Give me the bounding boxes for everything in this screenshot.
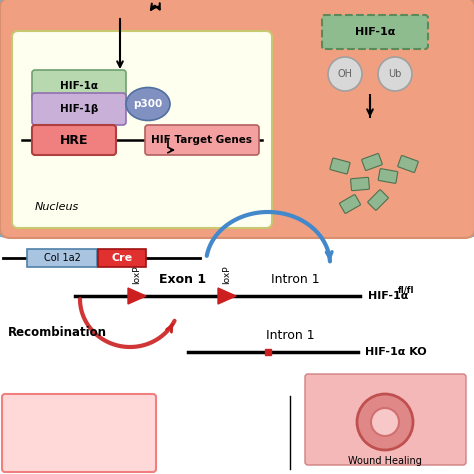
Text: fl/fl: fl/fl xyxy=(398,285,414,294)
Circle shape xyxy=(357,394,413,450)
FancyBboxPatch shape xyxy=(351,177,369,191)
FancyBboxPatch shape xyxy=(27,249,97,267)
Ellipse shape xyxy=(126,88,170,120)
FancyBboxPatch shape xyxy=(32,70,126,102)
Text: Nucleus: Nucleus xyxy=(35,202,79,212)
Text: HIF-1α: HIF-1α xyxy=(60,81,98,91)
FancyBboxPatch shape xyxy=(339,195,361,213)
Text: HIF Target Genes: HIF Target Genes xyxy=(152,135,253,145)
Text: Wound Healing: Wound Healing xyxy=(348,456,422,466)
Text: HIF-1β: HIF-1β xyxy=(60,104,98,114)
Text: Recombination: Recombination xyxy=(8,326,107,338)
Text: OH: OH xyxy=(337,69,353,79)
Text: Intron 1: Intron 1 xyxy=(271,273,319,286)
Polygon shape xyxy=(218,288,236,304)
Circle shape xyxy=(378,57,412,91)
FancyBboxPatch shape xyxy=(0,0,474,236)
Text: loxP: loxP xyxy=(133,265,142,284)
Text: HRE: HRE xyxy=(60,134,88,146)
Text: Intron 1: Intron 1 xyxy=(266,329,314,342)
Text: Col 1a2: Col 1a2 xyxy=(44,253,81,263)
FancyBboxPatch shape xyxy=(2,394,156,472)
FancyBboxPatch shape xyxy=(32,93,126,125)
Text: HIF-1α: HIF-1α xyxy=(368,291,409,301)
FancyBboxPatch shape xyxy=(330,158,350,174)
Text: HIF-1α KO: HIF-1α KO xyxy=(365,347,427,357)
Polygon shape xyxy=(128,288,146,304)
Text: Exon 1: Exon 1 xyxy=(159,273,207,286)
FancyBboxPatch shape xyxy=(362,154,382,171)
FancyBboxPatch shape xyxy=(398,155,418,173)
FancyBboxPatch shape xyxy=(305,374,466,465)
FancyBboxPatch shape xyxy=(368,190,388,210)
FancyBboxPatch shape xyxy=(145,125,259,155)
Circle shape xyxy=(371,408,399,436)
Circle shape xyxy=(328,57,362,91)
Text: p300: p300 xyxy=(133,99,163,109)
Text: Cre: Cre xyxy=(111,253,133,263)
FancyBboxPatch shape xyxy=(322,15,428,49)
Text: loxP: loxP xyxy=(222,265,231,284)
FancyBboxPatch shape xyxy=(12,31,272,228)
FancyBboxPatch shape xyxy=(98,249,146,267)
FancyBboxPatch shape xyxy=(0,0,474,238)
FancyBboxPatch shape xyxy=(32,125,116,155)
Text: HIF-1α: HIF-1α xyxy=(355,27,395,37)
FancyBboxPatch shape xyxy=(378,169,398,183)
Text: Ub: Ub xyxy=(388,69,401,79)
